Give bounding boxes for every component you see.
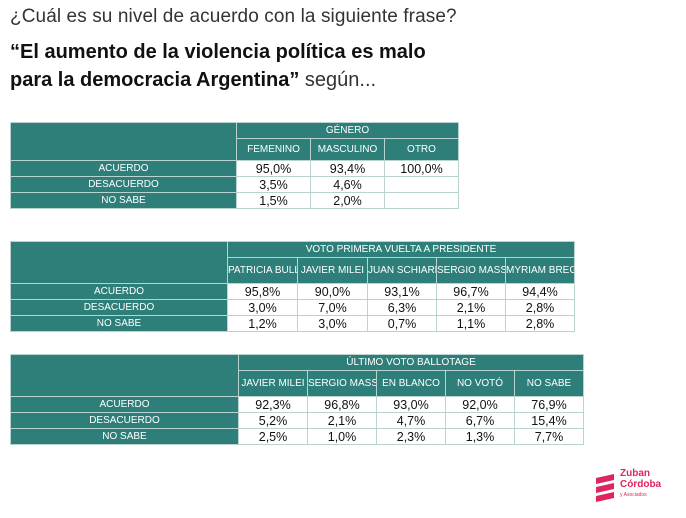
headline: “El aumento de la violencia política es … bbox=[10, 38, 426, 94]
group-header: VOTO PRIMERA VUELTA A PRESIDENTE bbox=[226, 241, 576, 258]
row-label-desacuerdo: DESACUERDO bbox=[10, 299, 228, 316]
table-cell: 1,3% bbox=[445, 428, 515, 445]
row-label-acuerdo: ACUERDO bbox=[10, 396, 239, 413]
survey-question: ¿Cuál es su nivel de acuerdo con la sigu… bbox=[10, 6, 457, 27]
table-cell: 7,7% bbox=[513, 428, 585, 445]
column-header: MASCULINO bbox=[310, 138, 385, 161]
first-round-vote-table: VOTO PRIMERA VUELTA A PRESIDENTE PATRICI… bbox=[10, 241, 576, 332]
ballotage-vote-table: ÚLTIMO VOTO BALLOTAGE JAVIER MILEI SERGI… bbox=[10, 354, 585, 445]
column-header: JUAN SCHIARETTI bbox=[367, 257, 437, 284]
table-cell: 15,4% bbox=[513, 412, 585, 429]
table-cell: 96,8% bbox=[307, 396, 377, 413]
column-header: NO SABE bbox=[513, 370, 585, 397]
table-cell: 1,0% bbox=[307, 428, 377, 445]
table-cell: 90,0% bbox=[297, 283, 368, 300]
gender-table: GÉNERO FEMENINO MASCULINO OTRO ACUERDO 9… bbox=[10, 122, 459, 209]
logo-text: Zuban Córdoba bbox=[620, 468, 661, 490]
table-cell: 6,3% bbox=[367, 299, 437, 316]
group-header: GÉNERO bbox=[236, 122, 459, 139]
table-cell: 1,1% bbox=[436, 315, 506, 332]
group-header: ÚLTIMO VOTO BALLOTAGE bbox=[237, 354, 585, 371]
table-cell: 0,7% bbox=[367, 315, 437, 332]
table-cell: 3,0% bbox=[227, 299, 298, 316]
column-header: JAVIER MILEI bbox=[238, 370, 308, 397]
row-label-no-sabe: NO SABE bbox=[10, 315, 228, 332]
table-cell: 96,7% bbox=[436, 283, 506, 300]
table-cell: 92,0% bbox=[445, 396, 515, 413]
headline-tail: según... bbox=[299, 69, 377, 91]
logo-line1: Zuban bbox=[620, 468, 650, 479]
column-header: FEMENINO bbox=[236, 138, 311, 161]
table-cell: 76,9% bbox=[513, 396, 585, 413]
row-label-desacuerdo: DESACUERDO bbox=[10, 412, 239, 429]
table-cell: 4,6% bbox=[310, 176, 385, 193]
table-cell: 2,1% bbox=[436, 299, 506, 316]
table-cell bbox=[384, 192, 459, 209]
table-cell: 7,0% bbox=[297, 299, 368, 316]
table-corner bbox=[10, 122, 237, 161]
table-corner bbox=[10, 241, 228, 284]
table-cell: 100,0% bbox=[384, 160, 459, 177]
column-header: SERGIO MASSA bbox=[436, 257, 506, 284]
table-cell: 95,8% bbox=[227, 283, 298, 300]
table-cell: 1,5% bbox=[236, 192, 311, 209]
table-cell: 2,8% bbox=[504, 315, 576, 332]
table-cell: 2,8% bbox=[504, 299, 576, 316]
row-label-no-sabe: NO SABE bbox=[10, 192, 237, 209]
column-header: PATRICIA BULLRICH bbox=[227, 257, 298, 284]
column-header: OTRO bbox=[384, 138, 459, 161]
table-cell: 93,4% bbox=[310, 160, 385, 177]
table-cell: 2,0% bbox=[310, 192, 385, 209]
table-cell: 1,2% bbox=[227, 315, 298, 332]
column-header: MYRIAM BREGMAN bbox=[504, 257, 576, 284]
table-cell bbox=[384, 176, 459, 193]
table-cell: 93,1% bbox=[367, 283, 437, 300]
column-header: EN BLANCO bbox=[376, 370, 446, 397]
row-label-acuerdo: ACUERDO bbox=[10, 160, 237, 177]
table-cell: 6,7% bbox=[445, 412, 515, 429]
column-header: SERGIO MASSA bbox=[307, 370, 377, 397]
logo-mark-icon bbox=[596, 474, 614, 502]
table-cell: 2,5% bbox=[238, 428, 308, 445]
logo-line2: Córdoba bbox=[620, 479, 662, 490]
headline-quote-line2: para la democracia Argentina” bbox=[10, 69, 300, 91]
table-cell: 92,3% bbox=[238, 396, 308, 413]
row-label-acuerdo: ACUERDO bbox=[10, 283, 228, 300]
row-label-no-sabe: NO SABE bbox=[10, 428, 239, 445]
table-corner bbox=[10, 354, 239, 397]
column-header: NO VOTÓ bbox=[445, 370, 515, 397]
table-cell: 3,0% bbox=[297, 315, 368, 332]
logo-subtext: y Asociados bbox=[620, 492, 647, 498]
table-cell: 5,2% bbox=[238, 412, 308, 429]
column-header: JAVIER MILEI bbox=[297, 257, 368, 284]
table-cell: 2,1% bbox=[307, 412, 377, 429]
table-cell: 95,0% bbox=[236, 160, 311, 177]
table-cell: 4,7% bbox=[376, 412, 446, 429]
table-cell: 94,4% bbox=[504, 283, 576, 300]
zuban-cordoba-logo: Zuban Córdoba y Asociados bbox=[594, 468, 666, 508]
row-label-desacuerdo: DESACUERDO bbox=[10, 176, 237, 193]
headline-quote-line1: “El aumento de la violencia política es … bbox=[10, 41, 426, 63]
table-cell: 3,5% bbox=[236, 176, 311, 193]
table-cell: 2,3% bbox=[376, 428, 446, 445]
table-cell: 93,0% bbox=[376, 396, 446, 413]
